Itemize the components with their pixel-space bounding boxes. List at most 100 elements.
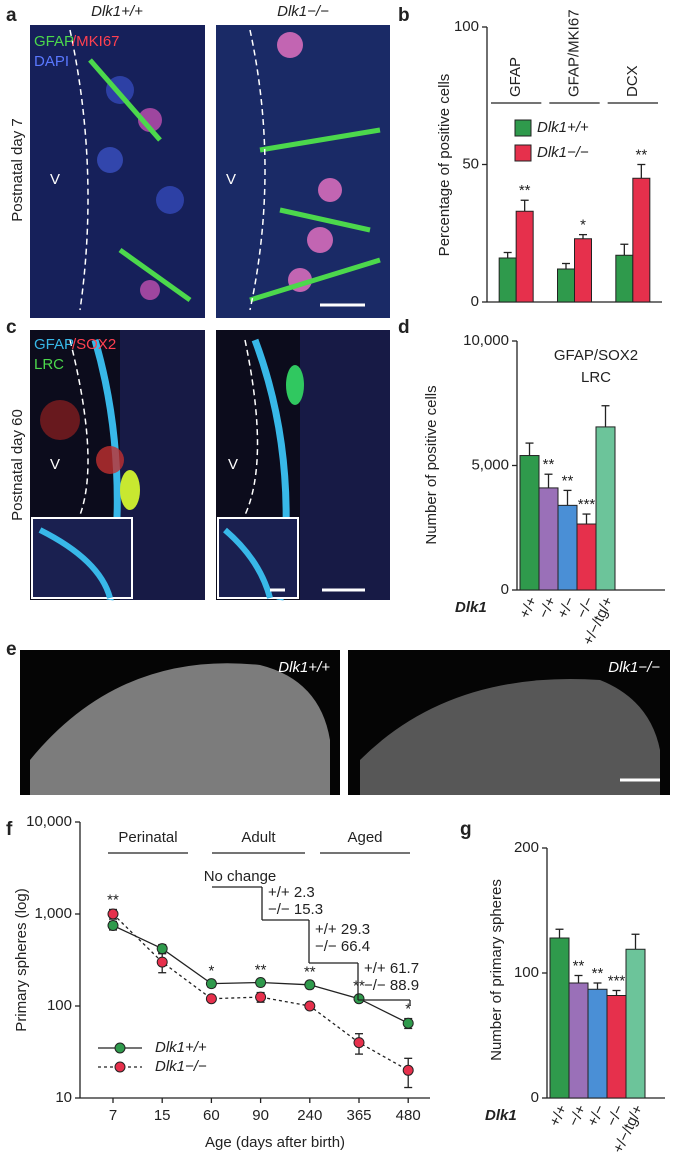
bar	[568, 982, 589, 1099]
bar	[557, 504, 578, 591]
y-axis-label: Number of primary spheres	[488, 879, 505, 1061]
data-point	[402, 1017, 414, 1029]
significance: ***	[578, 496, 596, 513]
annotation: +/+ 2.3	[268, 884, 315, 901]
legend-label: Dlk1−/−	[537, 144, 589, 161]
panel-letter: a	[6, 5, 17, 26]
ventricle-label: V	[50, 171, 60, 188]
data-point	[156, 943, 168, 955]
category-label: GFAP	[507, 57, 524, 97]
data-point	[402, 1064, 414, 1076]
significance: **	[543, 456, 555, 473]
bar	[595, 426, 616, 591]
data-point	[255, 977, 267, 989]
bar	[498, 257, 517, 303]
period-label: Adult	[241, 829, 276, 846]
micrograph-e	[20, 650, 670, 795]
data-point	[205, 993, 217, 1005]
x-tick-label: 7	[109, 1107, 117, 1124]
stain-label: /SOX2	[72, 336, 116, 353]
annotation: No change	[204, 868, 277, 885]
y-tick-label: 5,000	[471, 456, 509, 473]
stain-label: GFAP	[34, 33, 74, 50]
panel-letter: e	[6, 639, 17, 660]
bar	[538, 487, 559, 591]
legend-swatch	[514, 119, 532, 137]
y-axis-label: Percentage of positive cells	[436, 74, 453, 257]
data-point	[156, 956, 168, 968]
annotation: −/− 88.9	[364, 977, 419, 994]
significance: **	[592, 965, 604, 982]
y-tick-label: 0	[471, 293, 479, 310]
stain-label: DAPI	[34, 53, 69, 70]
legend-swatch	[514, 144, 532, 162]
bar	[587, 988, 608, 1099]
x-tick-label: 90	[252, 1107, 269, 1124]
x-tick-label: 240	[297, 1107, 322, 1124]
micrograph-a	[30, 25, 390, 318]
category-label: GFAP/MKI67	[565, 9, 582, 97]
significance: **	[573, 957, 585, 974]
y-tick-label: 10,000	[463, 332, 509, 349]
column-title: Dlk1+/+	[91, 3, 143, 20]
x-tick-label: 60	[203, 1107, 220, 1124]
legend-marker	[114, 1042, 126, 1054]
x-axis-label: Dlk1	[485, 1107, 517, 1124]
significance: **	[255, 961, 267, 978]
data-point	[353, 993, 365, 1005]
period-label: Perinatal	[118, 829, 177, 846]
significance: **	[519, 182, 531, 199]
bar	[519, 455, 540, 591]
significance: **	[353, 977, 365, 994]
significance: **	[304, 963, 316, 980]
significance: *	[580, 217, 586, 234]
annotation: +/+ 61.7	[364, 960, 419, 977]
y-tick-label: 0	[501, 581, 509, 598]
y-tick-label: 0	[531, 1089, 539, 1106]
annotation: −/− 15.3	[268, 901, 323, 918]
image-title: Dlk1−/−	[608, 659, 660, 676]
panel-letter: f	[6, 819, 13, 840]
x-tick-label: 15	[154, 1107, 171, 1124]
data-point	[205, 978, 217, 990]
bar	[615, 254, 634, 303]
y-tick-label: 1,000	[34, 905, 72, 922]
bar	[576, 523, 597, 591]
data-point	[107, 908, 119, 920]
significance: *	[208, 962, 214, 979]
annotation: −/− 66.4	[315, 938, 370, 955]
side-label: Postnatal day 7	[9, 118, 26, 221]
ventricle-label: V	[50, 456, 60, 473]
legend-label: Dlk1+/+	[537, 119, 589, 136]
legend-label: Dlk1+/+	[155, 1039, 207, 1056]
bar	[549, 937, 570, 1099]
y-axis-label: Primary spheres (log)	[13, 888, 30, 1031]
stain-label: /MKI67	[72, 33, 120, 50]
chart-title: GFAP/SOX2	[554, 347, 638, 364]
bar	[557, 268, 575, 303]
bar	[606, 995, 627, 1099]
bar	[625, 948, 646, 1099]
data-point	[255, 991, 267, 1003]
significance: **	[562, 472, 574, 489]
x-tick-label: 365	[346, 1107, 371, 1124]
y-axis-label: Number of positive cells	[423, 385, 440, 544]
y-tick-label: 100	[47, 997, 72, 1014]
bar	[574, 238, 592, 303]
data-point	[304, 1000, 316, 1012]
data-point	[353, 1037, 365, 1049]
ventricle-label: V	[226, 171, 236, 188]
x-axis-label: Dlk1	[455, 599, 487, 616]
y-tick-label: 50	[462, 155, 479, 172]
ventricle-label: V	[228, 456, 238, 473]
panel-letter: g	[460, 819, 472, 840]
data-point	[107, 919, 119, 931]
column-title: Dlk1−/−	[277, 3, 329, 20]
legend-label: Dlk1−/−	[155, 1058, 207, 1075]
y-tick-label: 100	[454, 18, 479, 35]
significance: ***	[608, 972, 626, 989]
category-label: DCX	[624, 65, 641, 97]
significance: **	[107, 891, 119, 908]
bar	[515, 210, 534, 303]
y-tick-label: 200	[514, 839, 539, 856]
